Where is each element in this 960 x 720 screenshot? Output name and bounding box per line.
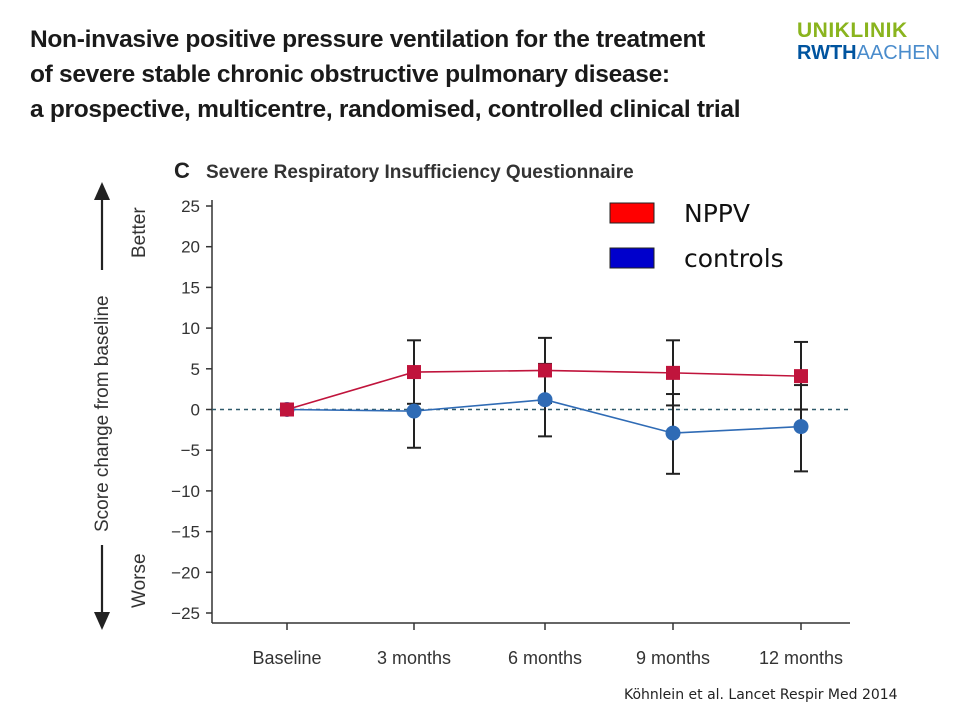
slide-title: Non-invasive positive pressure ventilati… <box>30 22 770 127</box>
down-arrow-icon <box>94 612 110 630</box>
data-point-nppv <box>538 363 552 378</box>
data-point-controls <box>665 425 681 441</box>
y-better-label: Better <box>129 207 150 258</box>
legend-swatch-nppv <box>609 202 655 224</box>
y-tick-label: 0 <box>191 401 200 420</box>
y-tick-label: 25 <box>181 197 200 216</box>
uniklinik-logo: UNIKLINIK RWTHAACHEN <box>797 19 942 65</box>
x-tick-label: Baseline <box>252 648 321 668</box>
x-tick-label: 6 months <box>508 648 582 668</box>
x-tick-label: 3 months <box>377 648 451 668</box>
logo-rwth: RWTH <box>797 42 857 64</box>
y-tick-label: −15 <box>171 523 200 542</box>
data-point-nppv <box>407 365 421 380</box>
y-tick-label: −5 <box>181 441 200 460</box>
data-point-nppv <box>666 365 680 380</box>
up-arrow-icon <box>94 182 110 200</box>
y-tick-label: −25 <box>171 604 200 623</box>
legend-label-nppv: NPPV <box>684 199 750 228</box>
data-point-controls <box>537 392 553 408</box>
logo-line-top: UNIKLINIK <box>797 19 908 42</box>
y-axis-label: Score change from baseline <box>92 295 113 532</box>
data-point-nppv <box>794 369 808 384</box>
x-tick-label: 12 months <box>759 648 843 668</box>
slide-title-line: Non-invasive positive pressure ventilati… <box>30 26 705 53</box>
chart-header: C Severe Respiratory Insufficiency Quest… <box>174 158 634 183</box>
y-tick-label: 5 <box>191 360 200 379</box>
chart-title: Severe Respiratory Insufficiency Questio… <box>206 162 634 183</box>
logo-aachen: AACHEN <box>856 42 940 64</box>
series-layer <box>279 336 809 475</box>
y-tick-label: 15 <box>181 278 200 297</box>
axes: 25 20 15 10 5 0 −5 −10 −15 −20 −25 Baseline 3 months… <box>171 197 850 668</box>
panel-letter: C <box>174 158 190 183</box>
citation: Köhnlein et al. Lancet Respir Med 2014 <box>624 687 898 703</box>
x-tick-label: 9 months <box>636 648 710 668</box>
y-tick-label: −20 <box>171 563 200 582</box>
y-axis-label-group: Score change from baseline Better Worse <box>92 182 150 630</box>
data-point-controls <box>793 419 809 435</box>
slide-title-line: a prospective, multicentre, randomised, … <box>30 96 741 123</box>
y-tick-label: −10 <box>171 482 200 501</box>
legend: NPPV controls <box>609 199 784 273</box>
data-point-nppv <box>280 402 294 417</box>
legend-label-controls: controls <box>684 244 784 273</box>
logo-line-bottom: RWTHAACHEN <box>797 42 942 64</box>
slide-title-line: of severe stable chronic obstructive pul… <box>30 61 670 88</box>
y-tick-label: 20 <box>181 238 200 257</box>
data-point-controls <box>406 403 422 419</box>
y-worse-label: Worse <box>129 553 150 608</box>
y-tick-label: 10 <box>181 319 200 338</box>
legend-swatch-controls <box>609 247 655 269</box>
